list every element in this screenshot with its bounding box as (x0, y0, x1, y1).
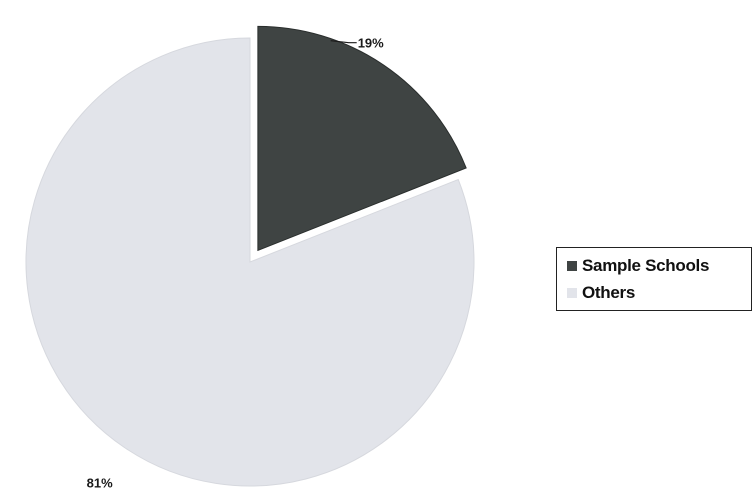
legend-label-sample-schools: Sample Schools (582, 255, 710, 275)
data-label-sample-schools: 19% (358, 36, 384, 51)
pie-slice-others (25, 37, 475, 487)
legend-item-sample-schools: Sample Schools (567, 252, 751, 279)
chart-legend: Sample Schools Others (556, 247, 752, 311)
leader-line-sample-schools (330, 40, 357, 44)
pie-slice-sample-schools (257, 25, 467, 252)
legend-swatch-others (567, 287, 577, 298)
data-label-others: 81% (87, 476, 113, 491)
legend-swatch-sample-schools (567, 260, 577, 271)
legend-label-others: Others (582, 282, 635, 302)
legend-item-others: Others (567, 279, 751, 306)
